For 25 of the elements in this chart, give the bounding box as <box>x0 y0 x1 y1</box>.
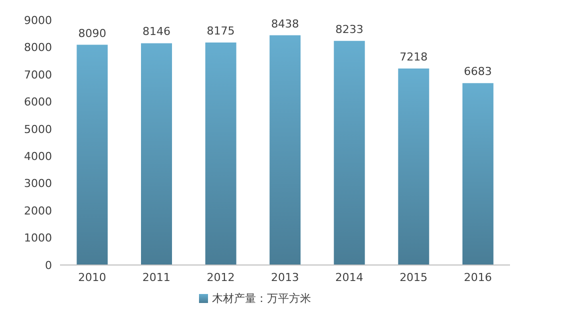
y-tick-label: 7000 <box>24 68 52 82</box>
x-tick-label: 2016 <box>464 270 492 284</box>
x-tick-label: 2013 <box>271 270 299 284</box>
x-tick-label: 2010 <box>78 270 106 284</box>
data-label: 7218 <box>400 50 428 64</box>
data-label: 8090 <box>78 26 106 40</box>
y-tick-label: 6000 <box>24 96 52 109</box>
data-label: 8438 <box>271 17 300 30</box>
legend-label: 木材产量：万平方米 <box>212 292 311 305</box>
x-tick-label: 2012 <box>206 270 235 284</box>
y-tick-label: 2000 <box>24 204 52 218</box>
y-tick-label: 9000 <box>24 14 52 27</box>
data-label: 8175 <box>206 24 235 38</box>
y-tick-label: 3000 <box>24 177 52 190</box>
data-label: 8233 <box>335 22 364 36</box>
x-tick-label: 2011 <box>142 270 170 284</box>
y-tick-label: 1000 <box>24 232 52 245</box>
y-tick-label: 4000 <box>24 150 52 164</box>
x-tick-label: 2014 <box>335 270 364 284</box>
x-tick-label: 2015 <box>400 270 428 284</box>
data-label: 8146 <box>142 25 170 38</box>
y-tick-label: 8000 <box>24 41 52 54</box>
y-tick-label: 0 <box>45 258 52 272</box>
data-label: 6683 <box>464 65 492 78</box>
y-tick-label: 5000 <box>24 122 52 136</box>
